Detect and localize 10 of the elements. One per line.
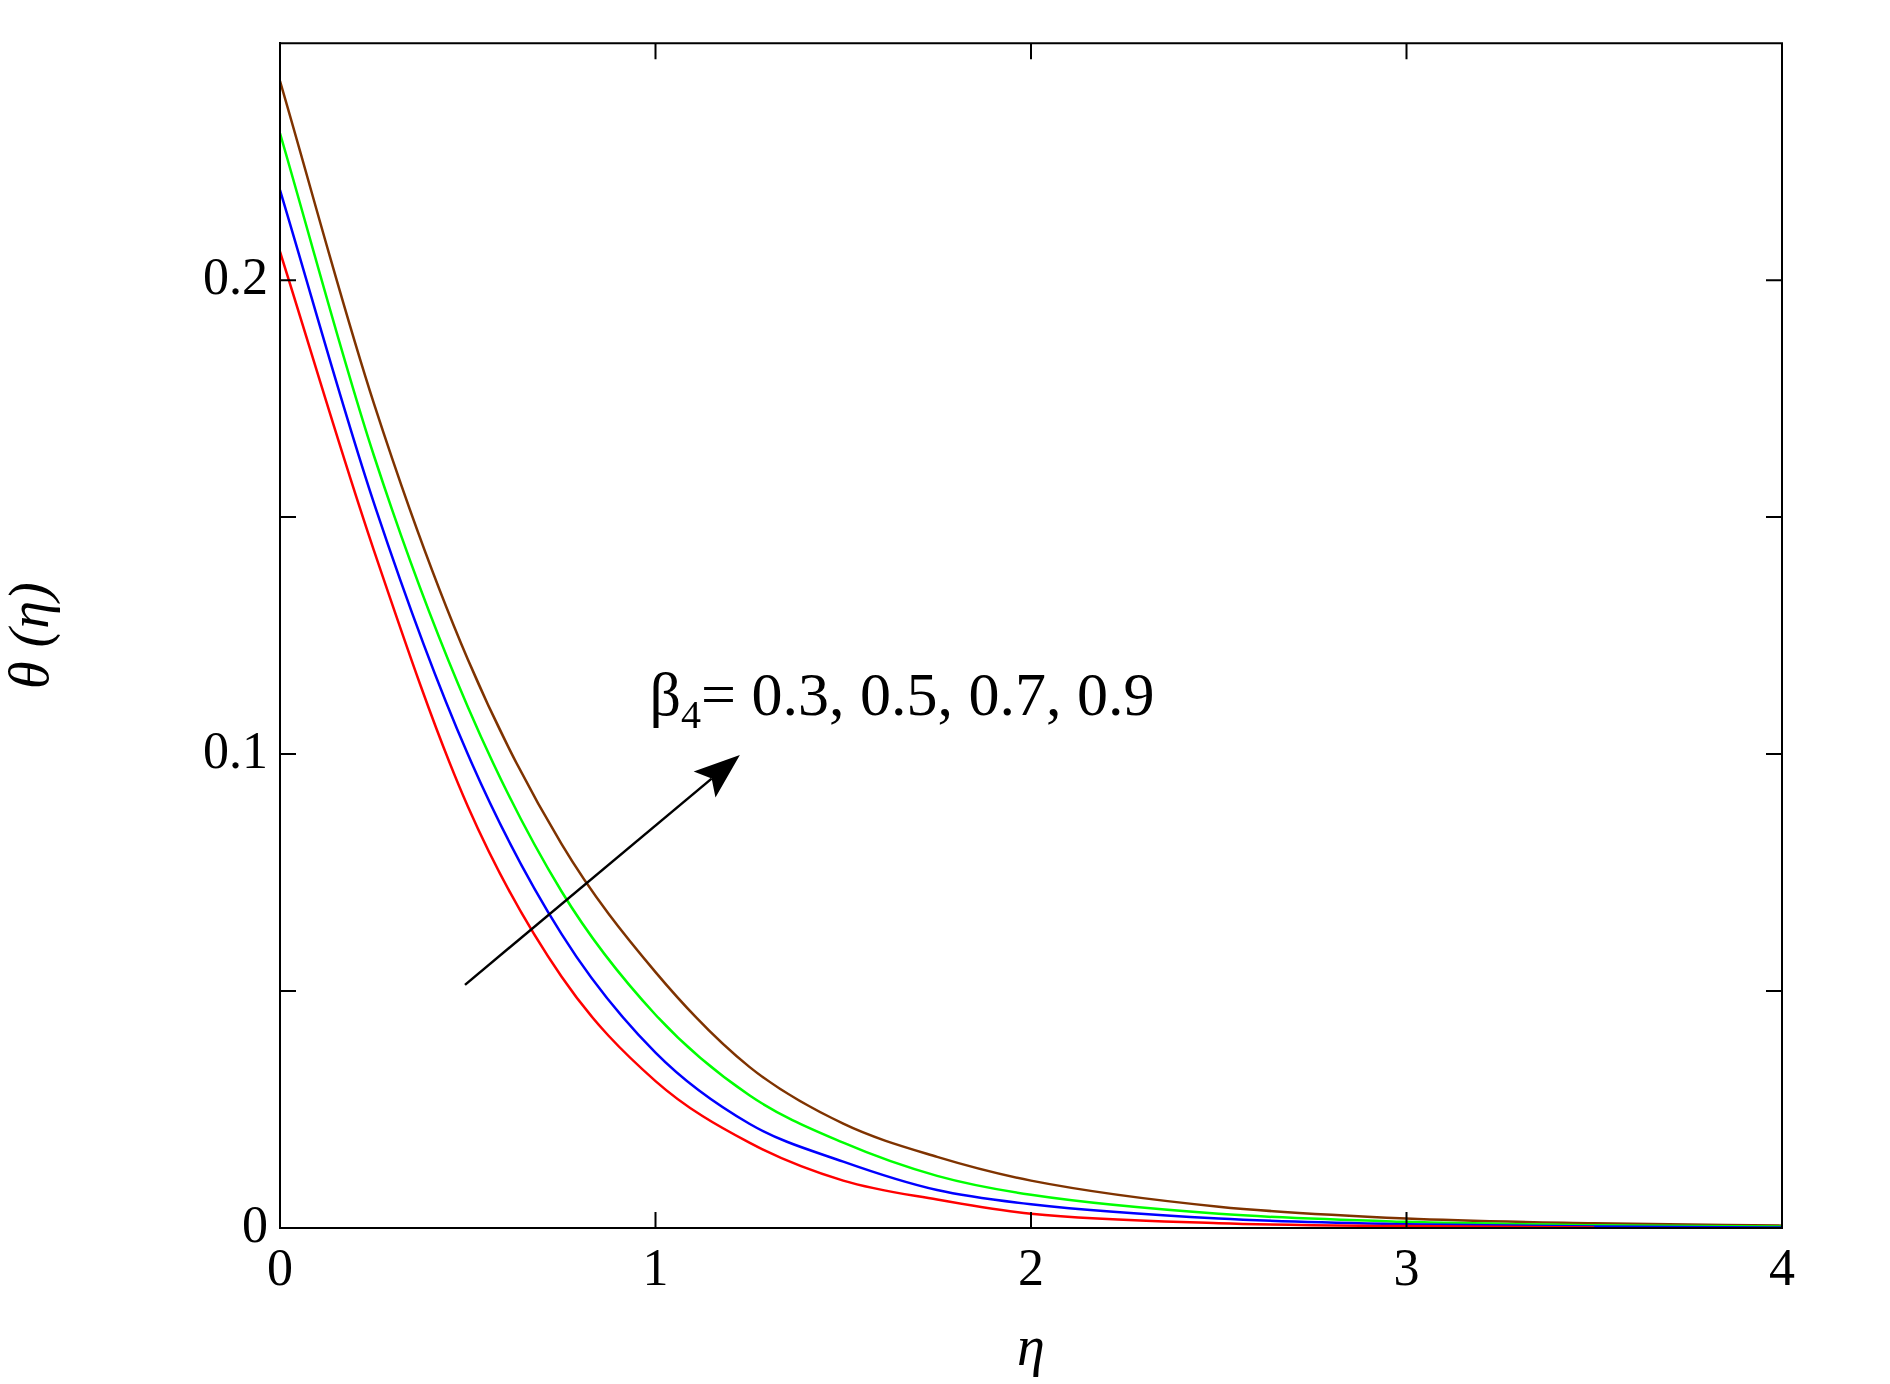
x-tick-label: 4 [1769, 1238, 1795, 1296]
annotation: β$_{4}$= 0.3, 0.5, 0.7, 0.9 [649, 659, 1155, 739]
x-tick-label: 3 [1393, 1238, 1420, 1296]
y-tick-label: 0.1 [203, 721, 268, 779]
x-tick-label: 1 [642, 1238, 669, 1296]
y-tick-label: 0 [242, 1195, 268, 1253]
x-tick-label: 2 [1018, 1238, 1044, 1296]
y-axis-title: θ (η) [0, 582, 62, 689]
y-tick-label: 0.2 [203, 247, 268, 305]
x-axis-title: η [1017, 1315, 1045, 1378]
